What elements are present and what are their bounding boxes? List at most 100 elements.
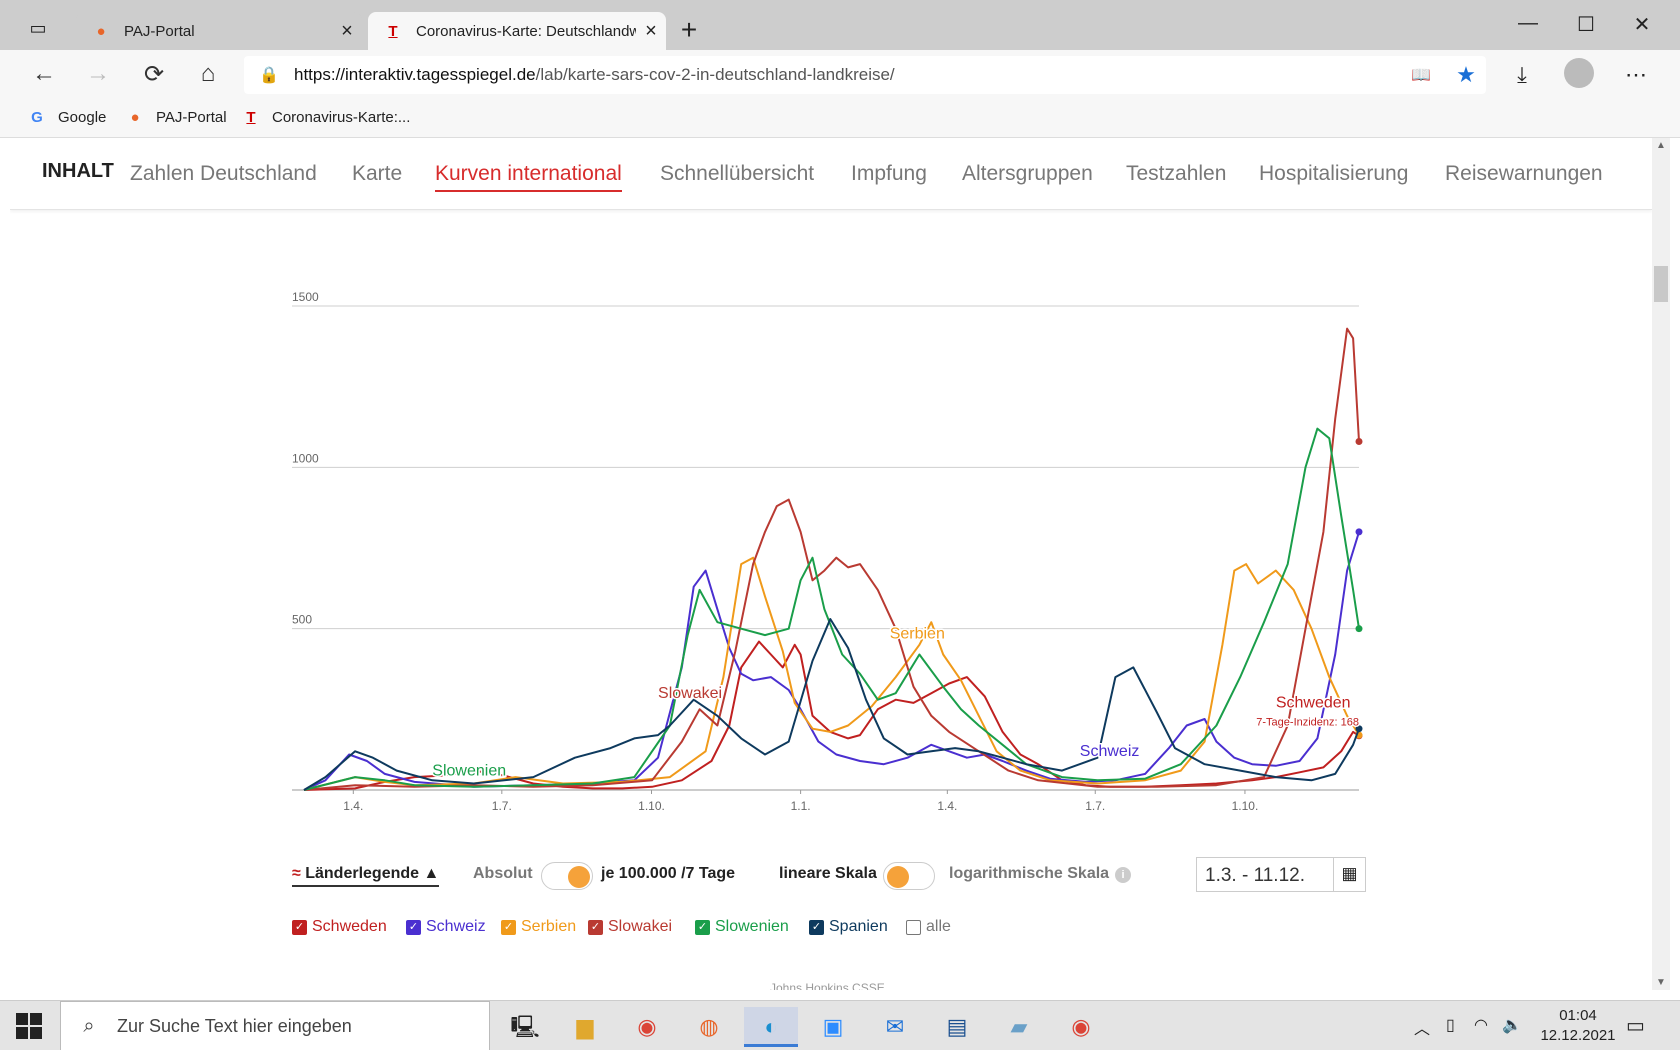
nav-item-karte[interactable]: Karte [352,162,403,185]
absolut-label[interactable]: Absolut [473,865,533,882]
date-range-picker[interactable]: 1.3. - 11.12. ▦ [1196,857,1366,892]
nav-item-schnelluebersicht[interactable]: Schnellübersicht [660,162,815,185]
tab-actions-icon[interactable]: ▭ [29,18,47,38]
legend-toggle-button[interactable]: ≈ Länderlegende ▲ [292,865,440,887]
linear-scale-label[interactable]: lineare Skala [779,865,877,882]
nav-item-hospitalisierung[interactable]: Hospitalisierung [1259,162,1409,185]
x-tick-label: 1.7. [1085,799,1105,813]
checkbox-empty-icon[interactable] [906,919,921,935]
reload-icon[interactable]: ⟳ [143,61,165,88]
bookmark-coronavirus-karte[interactable]: T Coronavirus-Karte:... [242,109,410,126]
series-endpoint[interactable] [1355,625,1363,633]
task-view-icon[interactable]: 🖳 [510,1014,540,1039]
absolute-per100k-toggle[interactable] [541,862,593,890]
notification-icon[interactable]: ▭ [1626,1015,1645,1037]
bookmark-paj-portal[interactable]: ● PAJ-Portal [126,109,227,126]
legend-checkbox-serbien[interactable]: ✓ Serbien [501,918,576,936]
info-icon[interactable]: i [1115,867,1132,883]
checkbox-checked-icon[interactable]: ✓ [809,919,824,935]
forward-icon[interactable]: → [86,60,110,87]
lock-icon[interactable]: 🔒 [259,67,279,84]
nav-item-testzahlen[interactable]: Testzahlen [1126,162,1227,185]
url-text[interactable]: https://interaktiv.tagesspiegel.de/lab/k… [294,65,1396,85]
tab-title: PAJ-Portal [124,22,195,40]
nav-item-kurven-international[interactable]: Kurven international [435,162,622,192]
legend-checkbox-schweiz[interactable]: ✓ Schweiz [406,918,486,936]
nav-item-altersgruppen[interactable]: Altersgruppen [962,162,1093,185]
battery-icon[interactable]: ▯ [1446,1017,1455,1034]
favorite-star-icon[interactable]: ★ [1456,62,1476,87]
series-line-schweiz[interactable] [303,531,1360,791]
scroll-thumb[interactable] [1654,266,1668,302]
download-icon[interactable]: ⤓ [1517,62,1527,87]
checkbox-checked-icon[interactable]: ✓ [292,919,307,935]
wifi-icon[interactable]: ◠ [1474,1017,1488,1034]
file-explorer-icon[interactable]: ▆ [576,1014,594,1039]
scroll-up-icon[interactable]: ▲ [1656,140,1666,151]
checkbox-checked-icon[interactable]: ✓ [501,919,516,935]
reader-icon[interactable]: 📖 [1411,67,1431,84]
clock-date: 12.12.2021 [1540,1027,1616,1044]
series-label: Schweden [1276,695,1351,712]
close-icon[interactable]: × [341,19,353,42]
legend-checkbox-spanien[interactable]: ✓ Spanien [809,918,888,936]
series-line-slowenien[interactable] [303,427,1360,791]
tab-coronavirus-karte[interactable]: T Coronavirus-Karte: Deutschlandweit × [368,12,666,50]
per100k-label[interactable]: je 100.000 /7 Tage [601,865,736,882]
legend-label: Slowakei [608,918,673,935]
log-scale-option[interactable]: logarithmische Skala i [949,865,1132,883]
legend-checkbox-schweden[interactable]: ✓ Schweden [292,918,387,936]
chrome-icon[interactable]: ◉ [637,1014,657,1039]
checkbox-checked-icon[interactable]: ✓ [695,919,710,935]
date-range-value[interactable]: 1.3. - 11.12. [1205,865,1305,886]
bookmark-label: PAJ-Portal [156,109,227,126]
nav-item-reisewarnungen[interactable]: Reisewarnungen [1445,162,1603,185]
tray-chevron-icon[interactable]: ︿ [1414,1021,1431,1038]
edge-icon[interactable]: ◐ [744,1007,798,1047]
clock-time: 01:04 [1559,1007,1597,1024]
profile-avatar[interactable] [1564,58,1594,88]
menu-icon[interactable]: ⋯ [1625,62,1647,87]
notepad-icon[interactable]: ▰ [1010,1014,1028,1039]
address-bar[interactable]: 🔒 https://interaktiv.tagesspiegel.de/lab… [244,56,1486,94]
tab-paj-portal[interactable]: ● PAJ-Portal × [76,12,362,50]
series-endpoint[interactable] [1355,528,1363,536]
log-scale-label: logarithmische Skala [949,865,1110,882]
series-line-serbien[interactable] [303,556,1360,791]
checkbox-checked-icon[interactable]: ✓ [406,919,421,935]
volume-icon[interactable]: 🔈 [1502,1017,1522,1034]
windows-start-icon[interactable] [16,1013,42,1039]
bookmark-google[interactable]: G Google [28,109,106,126]
photos-icon[interactable]: ▤ [946,1014,968,1039]
legend-label: Spanien [829,918,888,935]
chrome-icon[interactable]: ◉ [1071,1014,1091,1039]
scroll-down-icon[interactable]: ▼ [1656,977,1666,988]
scale-toggle[interactable] [883,862,935,890]
nav-item-zahlen-deutschland[interactable]: Zahlen Deutschland [130,162,317,185]
legend-checkbox-alle[interactable]: alle [906,918,951,936]
taskbar-clock[interactable]: 01:04 12.12.2021 [1530,1006,1626,1046]
series-line-slowakei[interactable] [303,327,1360,791]
series-line-spanien[interactable] [303,618,1360,791]
zoom-icon[interactable]: ▣ [822,1014,844,1039]
page-scrollbar[interactable]: ▲ ▼ [1652,138,1670,990]
series-endpoint[interactable] [1355,438,1363,446]
taskbar-search[interactable]: ⌕ Zur Suche Text hier eingeben [60,1001,490,1050]
close-icon[interactable]: × [645,19,657,42]
nav-item-impfung[interactable]: Impfung [851,162,927,185]
calendar-icon[interactable]: ▦ [1333,858,1365,891]
series-endpoint[interactable] [1355,725,1363,733]
minimize-icon[interactable]: — [1518,12,1538,34]
checkbox-checked-icon[interactable]: ✓ [588,919,603,935]
legend-checkbox-slowakei[interactable]: ✓ Slowakei [588,918,672,936]
legend-label: Serbien [521,918,577,935]
nav-inhalt[interactable]: INHALT [42,160,114,182]
home-icon[interactable]: ⌂ [200,60,216,87]
maximize-icon[interactable]: ☐ [1577,14,1595,36]
firefox-icon[interactable]: ◍ [699,1014,719,1039]
legend-checkbox-slowenien[interactable]: ✓ Slowenien [695,918,789,936]
mail-icon[interactable]: ✉ [885,1014,905,1039]
new-tab-button[interactable]: + [680,14,698,45]
window-close-icon[interactable]: ✕ [1633,14,1651,36]
back-icon[interactable]: ← [32,60,56,87]
